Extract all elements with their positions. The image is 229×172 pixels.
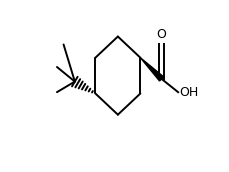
Text: OH: OH bbox=[178, 86, 197, 99]
Polygon shape bbox=[140, 58, 163, 81]
Text: O: O bbox=[156, 28, 166, 41]
